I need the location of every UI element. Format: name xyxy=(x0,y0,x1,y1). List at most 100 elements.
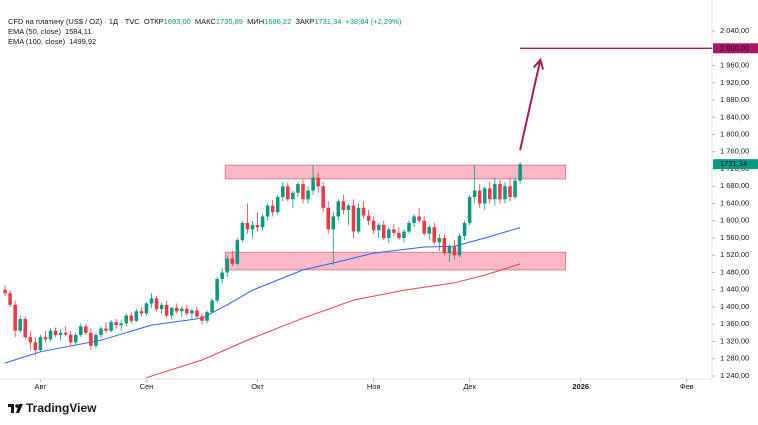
y-tick-label: 1 440,00 xyxy=(720,285,749,294)
candle-body xyxy=(346,205,351,210)
candle-body xyxy=(407,222,411,232)
candle-body xyxy=(164,304,169,316)
x-tick-label: Ноя xyxy=(367,382,381,391)
candle-body xyxy=(220,272,224,279)
candle-body xyxy=(265,205,270,217)
candle-body xyxy=(159,304,164,310)
y-tick-label: 1 520,00 xyxy=(720,250,749,259)
candle-body xyxy=(200,316,204,321)
candle-body xyxy=(447,246,452,254)
candle-body xyxy=(94,335,98,346)
y-tick-label: 1 360,00 xyxy=(720,319,749,328)
candle-body xyxy=(498,184,502,200)
candle-body xyxy=(185,308,189,314)
y-tick-label: 1 920,00 xyxy=(720,78,749,87)
open-value: 1693,00 xyxy=(164,17,191,26)
candle-body xyxy=(68,334,73,343)
candle-body xyxy=(154,298,159,310)
candle-body xyxy=(432,227,437,243)
y-tick-label: 1 240,00 xyxy=(720,371,749,380)
candle-body xyxy=(250,225,255,230)
candle-body xyxy=(104,328,108,331)
x-tick-label: Дек xyxy=(463,382,476,391)
candle-body xyxy=(180,308,184,312)
y-tick-label: 1 680,00 xyxy=(720,181,749,190)
candle-body xyxy=(48,330,53,340)
x-tick-label: 2026 xyxy=(572,382,589,391)
logo-stem xyxy=(11,404,14,413)
legend-name: EMA (100, close) xyxy=(8,37,66,46)
candle-body xyxy=(518,164,522,181)
candle-body xyxy=(119,323,123,326)
candle-body xyxy=(210,300,214,313)
x-tick-label: Окт xyxy=(251,382,264,391)
zone xyxy=(224,164,566,180)
candle-body xyxy=(462,222,467,236)
candle-body xyxy=(53,330,58,336)
candle-body xyxy=(114,322,118,326)
candle-body xyxy=(442,237,447,254)
candle-body xyxy=(13,304,17,331)
candle-body xyxy=(417,216,421,221)
candle-body xyxy=(387,229,391,238)
candle-body xyxy=(341,201,346,210)
candle-body xyxy=(38,337,43,351)
candle-body xyxy=(174,307,179,312)
last-price-label: 1731,34 xyxy=(720,159,747,168)
candle-body xyxy=(139,311,144,314)
candle-body xyxy=(28,337,33,343)
open-label: ОТКР xyxy=(144,17,164,26)
candle-body xyxy=(169,307,174,316)
candle-body xyxy=(508,186,512,198)
header: CFD на платину (US$ / OZ) · 1Д · TVC ОТК… xyxy=(8,17,402,26)
y-tick-label: 1 880,00 xyxy=(720,95,749,104)
y-tick-label: 1 960,00 xyxy=(720,61,749,70)
candle-body xyxy=(427,227,431,234)
candle-body xyxy=(149,298,154,304)
y-tick-label: 1 840,00 xyxy=(720,112,749,121)
candle-body xyxy=(190,310,194,314)
y-tick-label: 1 400,00 xyxy=(720,302,749,311)
candle-body xyxy=(73,335,78,343)
y-tick-label: 1 760,00 xyxy=(720,147,749,156)
candle-body xyxy=(245,222,250,230)
candle-body xyxy=(296,184,300,193)
arrow-head xyxy=(532,57,545,70)
candle-body xyxy=(316,177,320,187)
candle-body xyxy=(326,207,330,230)
candle-body xyxy=(482,188,487,204)
candle-body xyxy=(311,177,315,191)
target-label-box xyxy=(713,43,758,54)
candle-body xyxy=(477,190,482,204)
candle-body xyxy=(205,312,209,321)
close-label: ЗАКР xyxy=(295,17,314,26)
x-tick-label: Сен xyxy=(140,382,154,391)
candle-body xyxy=(63,332,68,335)
y-tick-label: 1 280,00 xyxy=(720,354,749,363)
legend-value: 1499,92 xyxy=(69,37,96,46)
candle-body xyxy=(3,289,7,294)
candle-body xyxy=(336,201,341,217)
candle-body xyxy=(144,303,149,314)
candle-body xyxy=(79,326,83,336)
candle-body xyxy=(134,311,139,321)
high-label: МАКС xyxy=(195,17,217,26)
candle-body xyxy=(281,186,285,198)
logo: TradingView xyxy=(8,401,97,415)
logo-dot xyxy=(15,404,19,408)
candle-body xyxy=(366,215,371,221)
candle-body xyxy=(402,231,406,238)
brand: TradingView xyxy=(26,401,97,415)
candle-body xyxy=(321,186,325,208)
candle-body xyxy=(235,240,240,264)
candle-body xyxy=(129,315,134,321)
logo-slash xyxy=(16,404,23,413)
candle-body xyxy=(84,326,88,333)
candle-body xyxy=(376,225,381,231)
target-label: 2 000,00 xyxy=(720,43,749,52)
candle-body xyxy=(306,190,310,200)
candle-body xyxy=(437,237,442,243)
